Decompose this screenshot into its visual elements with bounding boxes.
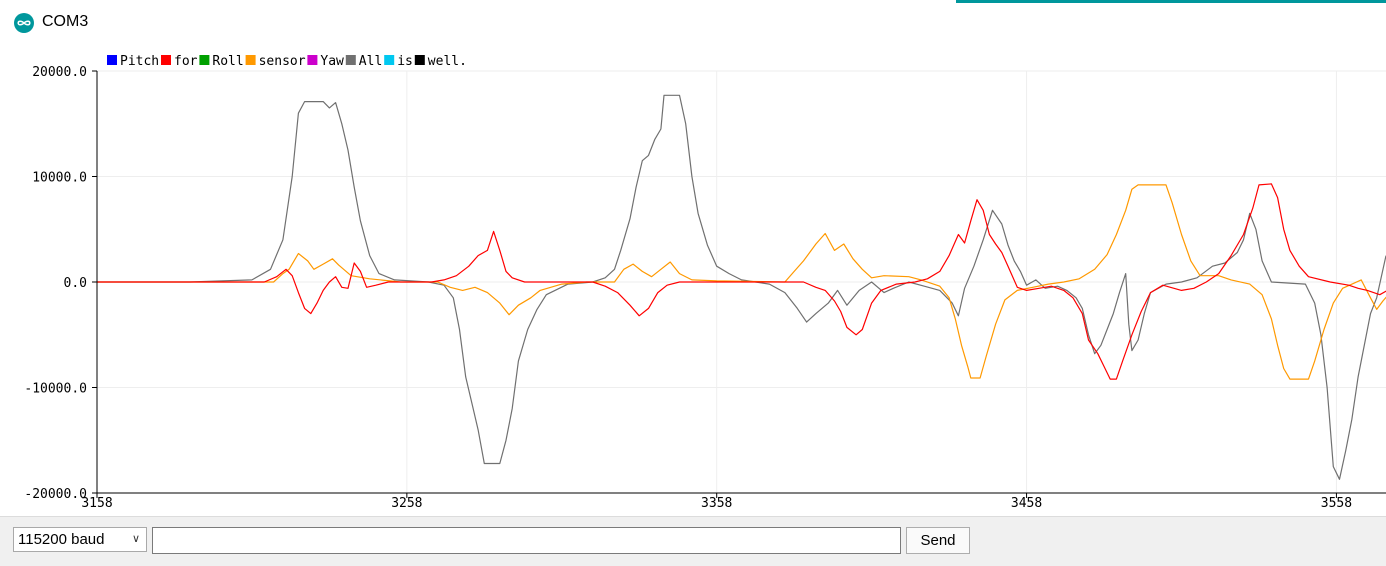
legend-label: sensor [259,54,306,69]
x-tick-label: 3358 [701,496,732,511]
message-input[interactable] [152,527,901,554]
y-tick-label: 0.0 [64,276,87,291]
plot-area: 20000.0 10000.0 0.0 -10000.0 -20000.0 3158 32… [0,46,1386,516]
y-ticks: 20000.0 10000.0 0.0 -10000.0 -20000.0 [24,65,97,502]
legend-label: well. [428,54,467,69]
legend-label: Roll [212,54,243,69]
x-tick-label: 3258 [391,496,422,511]
legend-label: All [359,54,382,69]
x-tick-label: 3558 [1321,496,1352,511]
y-tick-label: 20000.0 [32,65,87,80]
baud-rate-select[interactable]: 115200 baud ∨ [13,527,147,552]
legend-swatch [161,55,171,65]
legend-swatch [107,55,117,65]
series-line-all [97,95,1386,479]
chevron-down-icon[interactable]: ∨ [132,528,140,551]
accent-strip [956,0,1386,3]
bottom-toolbar: 115200 baud ∨ Send [0,516,1386,566]
y-tick-label: -20000.0 [24,487,87,502]
window-title: COM3 [42,13,88,31]
legend-label: for [174,54,198,69]
legend-label: Yaw [320,54,344,69]
send-button[interactable]: Send [906,527,970,554]
baud-rate-value: 115200 baud [18,531,104,548]
legend-label: is [397,54,413,69]
legend-swatch [246,55,256,65]
legend-swatch [346,55,356,65]
legend-swatch [307,55,317,65]
y-tick-label: 10000.0 [32,171,87,186]
legend-swatch [199,55,209,65]
x-ticks: 3158 3258 3358 3458 3558 [81,493,1352,511]
legend-swatch [384,55,394,65]
title-bar: COM3 [0,0,1386,47]
x-tick-label: 3158 [81,496,112,511]
legend-swatch [415,55,425,65]
y-tick-label: -10000.0 [24,382,87,397]
x-tick-label: 3458 [1011,496,1042,511]
arduino-infinity-icon [14,13,34,33]
legend-label: Pitch [120,54,159,69]
serial-plotter: 20000.0 10000.0 0.0 -10000.0 -20000.0 3158 32… [0,46,1386,516]
legend: Pitch for Roll sensor Yaw All is well. [107,54,467,69]
series-lines [97,95,1386,479]
